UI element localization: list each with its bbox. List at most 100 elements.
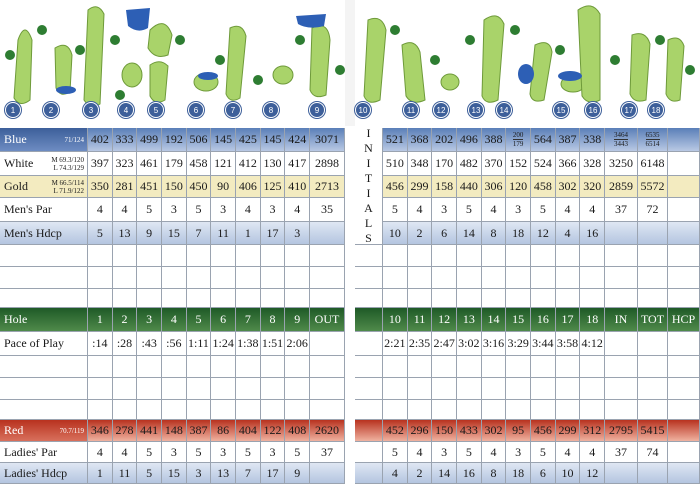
score-cell: 150 xyxy=(432,420,457,442)
score-cell: 368 xyxy=(407,128,433,152)
score-cell: 350 xyxy=(88,176,113,198)
score-cell xyxy=(580,267,606,289)
score-cell xyxy=(580,400,606,420)
score-cell: 4 xyxy=(555,442,581,463)
score-cell xyxy=(555,245,581,267)
score-cell: 3 xyxy=(506,442,531,463)
score-cell: 4 xyxy=(555,198,581,222)
score-cell: 35 xyxy=(310,198,345,222)
score-cell: 3:29 xyxy=(506,332,531,356)
score-cell: 496 xyxy=(457,128,482,152)
score-cell xyxy=(186,289,212,308)
score-cell xyxy=(285,378,311,400)
hole-number: 5 xyxy=(148,102,164,118)
score-cell xyxy=(310,332,345,356)
score-cell: 3 xyxy=(285,222,311,245)
initials-cell xyxy=(355,245,383,267)
score-cell xyxy=(88,289,113,308)
rating-line: M 66.5/114 xyxy=(51,178,84,187)
score-cell xyxy=(668,400,700,420)
score-cell: 3 xyxy=(432,442,457,463)
score-cell xyxy=(383,267,408,289)
label: Blue xyxy=(4,132,27,146)
score-cell xyxy=(211,289,236,308)
score-cell xyxy=(186,378,212,400)
score-cell xyxy=(407,356,433,378)
initial-letter: N xyxy=(364,141,373,155)
score-cell: 12 xyxy=(432,308,457,332)
score-cell: 338 xyxy=(580,128,606,152)
score-cell: 4 xyxy=(112,198,138,222)
score-cell xyxy=(236,400,261,420)
score-cell xyxy=(506,245,531,267)
score-cell: 1 xyxy=(88,308,113,332)
score-cell: 5 xyxy=(186,198,212,222)
score-cell xyxy=(260,245,286,267)
score-cell xyxy=(137,267,162,289)
rating: M 69.3/120 L 74.3/129 xyxy=(51,156,84,172)
initials-cell xyxy=(355,400,383,420)
hole-number: 8 xyxy=(263,102,279,118)
score-cell: 5 xyxy=(383,198,408,222)
score-cell xyxy=(260,378,286,400)
initial-letter: I xyxy=(366,186,371,200)
rating-line: L 71.9/122 xyxy=(53,186,84,195)
score-cell: 410 xyxy=(285,176,311,198)
score-cell xyxy=(668,267,700,289)
score-cell xyxy=(432,267,457,289)
score-cell: :28 xyxy=(112,332,138,356)
rating-line: L 74.3/129 xyxy=(53,163,84,172)
score-cell: 14 xyxy=(481,308,507,332)
score-cell: 482 xyxy=(457,152,482,176)
score-cell: 8 xyxy=(481,222,507,245)
rating-line: M 69.3/120 xyxy=(51,155,84,164)
row-label: Ladies' Par xyxy=(0,442,88,463)
score-cell: 72 xyxy=(638,198,668,222)
score-cell: 4 xyxy=(580,442,606,463)
score-cell: 425 xyxy=(236,128,261,152)
score-cell: 95 xyxy=(506,420,531,442)
score-cell xyxy=(407,245,433,267)
score-cell xyxy=(506,289,531,308)
score-cell xyxy=(236,356,261,378)
score-cell xyxy=(668,128,700,152)
score-cell xyxy=(481,245,507,267)
score-cell: 5 xyxy=(186,308,212,332)
score-cell xyxy=(555,267,581,289)
score-cell: 192 xyxy=(162,128,187,152)
score-cell xyxy=(137,245,162,267)
score-cell: 5 xyxy=(531,442,556,463)
score-cell: 4 xyxy=(481,198,507,222)
score-cell xyxy=(236,245,261,267)
score-cell: 333 xyxy=(112,128,138,152)
score-cell: 2:35 xyxy=(407,332,433,356)
value-top: 200 xyxy=(512,131,524,140)
hole-number: 7 xyxy=(225,102,241,118)
score-cell xyxy=(668,176,700,198)
score-cell xyxy=(310,378,345,400)
row-label: Ladies' Hdcp xyxy=(0,463,88,484)
score-cell xyxy=(555,400,581,420)
score-cell: 145 xyxy=(260,128,286,152)
score-cell xyxy=(407,267,433,289)
score-cell: 14 xyxy=(432,463,457,484)
score-cell xyxy=(531,378,556,400)
score-cell: 17 xyxy=(260,222,286,245)
score-cell: 387 xyxy=(555,128,581,152)
score-cell xyxy=(605,332,638,356)
score-cell: 458 xyxy=(186,152,212,176)
score-cell: :43 xyxy=(137,332,162,356)
score-cell: 408 xyxy=(285,420,311,442)
score-cell xyxy=(668,442,700,463)
label: Gold xyxy=(4,179,28,193)
score-cell xyxy=(506,378,531,400)
score-cell xyxy=(285,400,311,420)
score-cell xyxy=(605,463,638,484)
score-cell xyxy=(236,267,261,289)
score-cell: 145 xyxy=(211,128,236,152)
score-cell xyxy=(137,356,162,378)
label: Red xyxy=(4,423,24,437)
score-cell xyxy=(555,289,581,308)
initials-cell xyxy=(355,332,383,356)
value-top: 6535 xyxy=(645,131,660,140)
